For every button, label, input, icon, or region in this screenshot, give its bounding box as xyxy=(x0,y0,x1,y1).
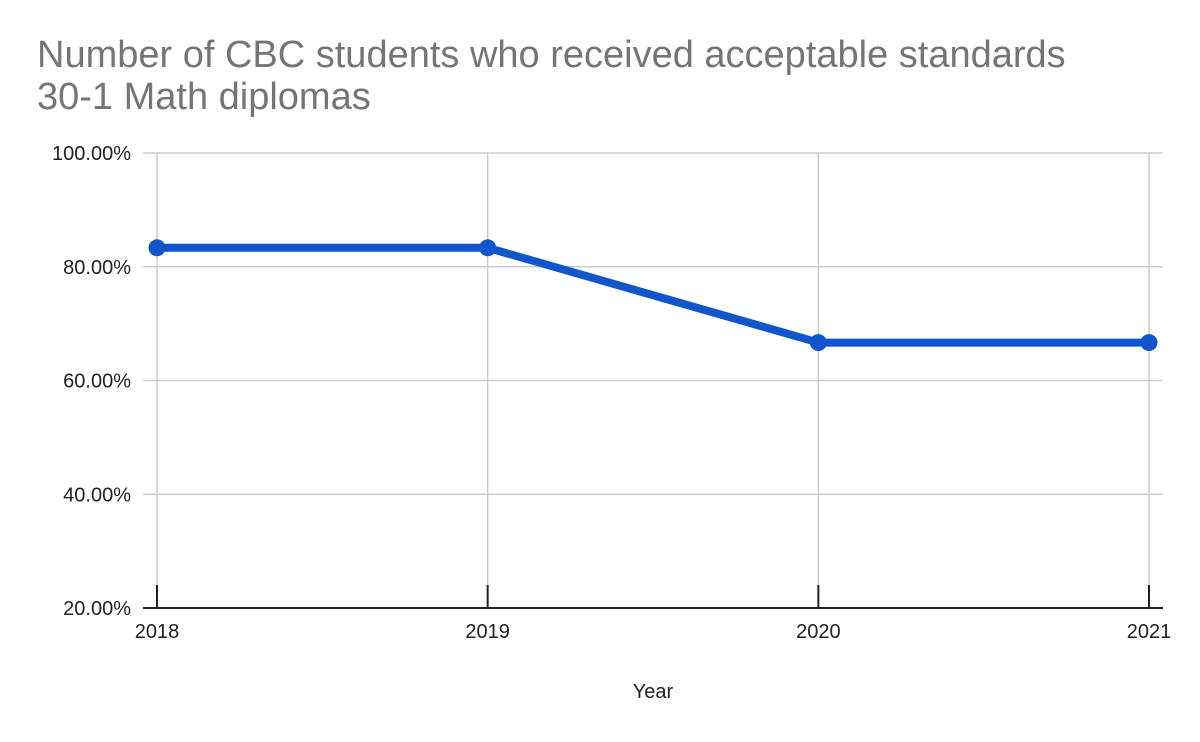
x-axis-title: Year xyxy=(633,681,674,703)
series-line xyxy=(153,243,1153,347)
x-axis-tick-labels: 2018 2019 2020 2021 xyxy=(135,621,1172,643)
x-tick-label: 2020 xyxy=(796,621,841,643)
y-tick-label: 60.00% xyxy=(63,371,131,393)
y-tick-label: 40.00% xyxy=(63,484,131,506)
series-group xyxy=(148,239,1158,352)
horizontal-gridlines xyxy=(143,152,1163,495)
y-tick-label: 100.00% xyxy=(52,143,131,165)
data-point xyxy=(479,239,497,257)
x-tick-label: 2021 xyxy=(1127,621,1172,643)
data-point xyxy=(1140,334,1158,352)
x-tick-label: 2019 xyxy=(465,621,510,643)
y-tick-label: 20.00% xyxy=(63,598,131,620)
data-point xyxy=(809,334,827,352)
x-axis xyxy=(143,585,1163,609)
vertical-gridlines xyxy=(156,153,1150,608)
y-axis-tick-labels: 20.00% 40.00% 60.00% 80.00% 100.00% xyxy=(52,143,131,620)
data-point xyxy=(148,239,166,257)
x-tick-label: 2018 xyxy=(135,621,180,643)
chart-title: Number of CBC students who received acce… xyxy=(37,34,1177,118)
y-tick-label: 80.00% xyxy=(63,257,131,279)
chart-title-line-2: 30-1 Math diplomas xyxy=(37,76,371,118)
chart-title-line-1: Number of CBC students who received acce… xyxy=(37,34,1066,76)
